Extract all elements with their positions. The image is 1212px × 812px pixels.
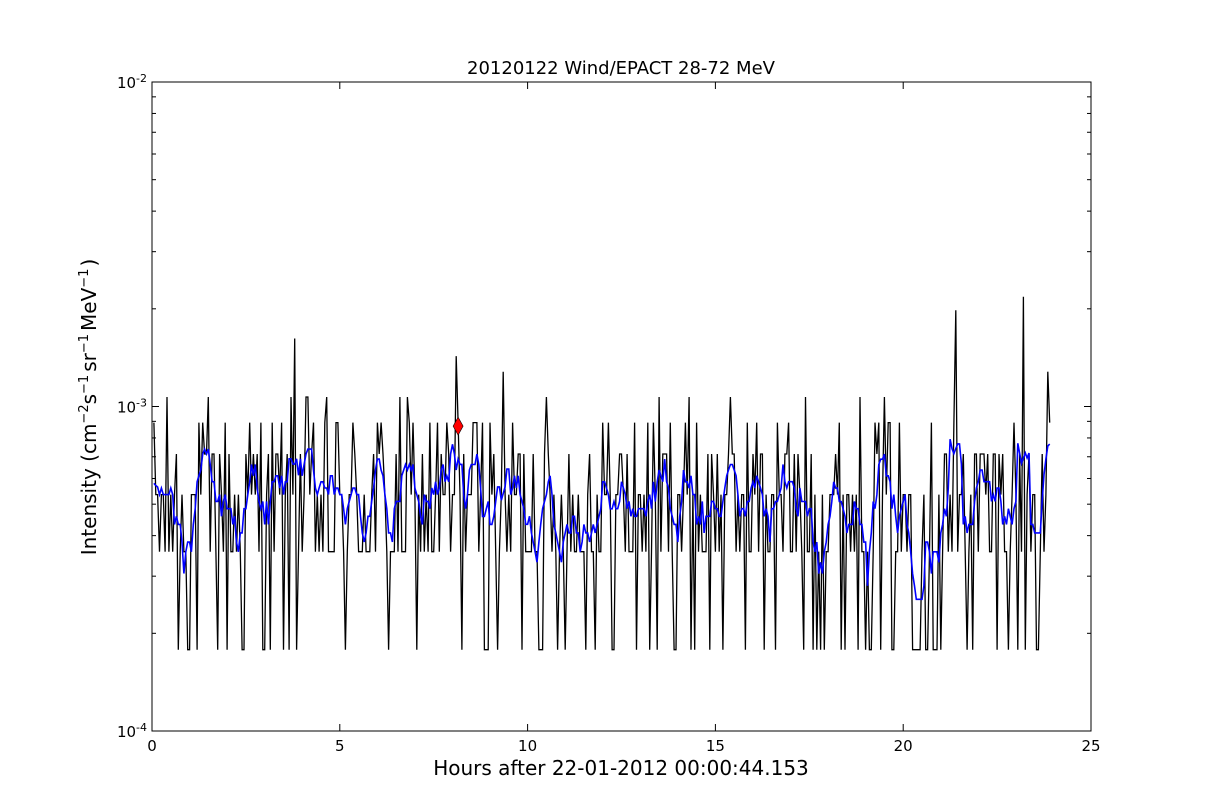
x-tick-label: 0: [147, 737, 157, 755]
smoothed-series: [153, 439, 1051, 601]
y-label-prefix: Intensity (cm: [77, 424, 101, 556]
y-label-suffix: ): [77, 259, 101, 267]
x-tick-label: 25: [1081, 737, 1100, 755]
y-label-exp1: −2: [77, 404, 92, 423]
x-tick-label: 20: [894, 737, 913, 755]
y-label-exp4: −1: [77, 269, 92, 288]
axes: 0 5 10 15 20 25 10-4 10-3 10-2: [117, 72, 1101, 755]
x-tick-label: 10: [518, 737, 537, 755]
y-tick-label: 10-4: [117, 721, 147, 741]
y-label-sr: sr: [77, 352, 101, 371]
x-tick-label: 15: [706, 737, 725, 755]
x-axis-label: Hours after 22-01-2012 00:00:44.153: [433, 756, 809, 780]
smoothed-series-line: [153, 439, 1051, 601]
event-marker: [452, 416, 464, 436]
plot-frame: [151, 81, 1092, 732]
y-tick-label: 10-2: [117, 72, 147, 92]
y-axis-label: Intensity (cm−2s−1sr−1MeV−1): [77, 259, 101, 556]
y-label-mev: MeV: [77, 287, 101, 331]
x-tick-label: 5: [335, 737, 345, 755]
y-tick-label: 10-3: [117, 397, 147, 417]
plot-area: [153, 296, 1051, 651]
chart-title: 20120122 Wind/EPACT 28-72 MeV: [467, 58, 776, 79]
marker-layer: [452, 416, 464, 436]
y-label-exp2: −1: [77, 375, 92, 394]
y-label-exp3: −1: [77, 334, 92, 353]
y-label-s: s: [77, 394, 101, 404]
